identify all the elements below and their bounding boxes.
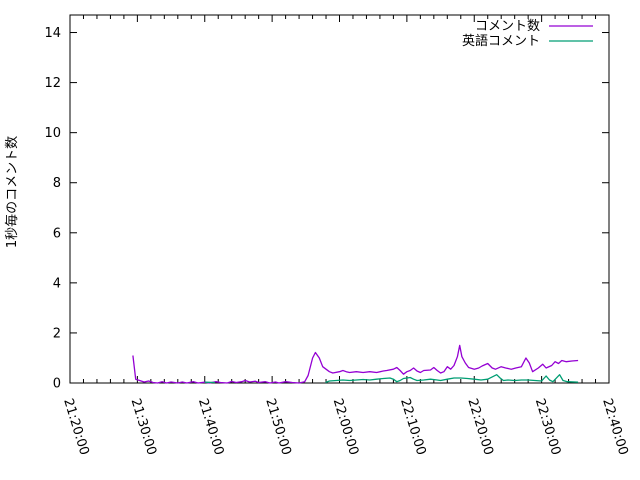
svg-text:22:00:00: 22:00:00 bbox=[330, 397, 361, 457]
svg-text:22:10:00: 22:10:00 bbox=[397, 397, 428, 457]
legend: コメント数 英語コメント bbox=[462, 19, 593, 49]
legend-label-comments: コメント数 bbox=[475, 19, 540, 34]
svg-text:21:30:00: 21:30:00 bbox=[128, 397, 159, 457]
legend-label-english-comments: 英語コメント bbox=[462, 33, 540, 49]
svg-text:0: 0 bbox=[53, 377, 61, 392]
svg-text:4: 4 bbox=[53, 276, 61, 291]
svg-text:14: 14 bbox=[44, 26, 61, 41]
svg-text:22:30:00: 22:30:00 bbox=[532, 397, 563, 457]
svg-text:22:40:00: 22:40:00 bbox=[599, 397, 630, 457]
plot-area: 0 2 4 6 8 10 12 14 21:20:00 21:30:00 21:40:00 21:50… bbox=[44, 14, 631, 457]
svg-text:6: 6 bbox=[53, 226, 61, 241]
svg-text:21:40:00: 21:40:00 bbox=[195, 397, 226, 457]
svg-text:2: 2 bbox=[53, 326, 61, 341]
svg-text:21:50:00: 21:50:00 bbox=[262, 397, 293, 457]
y-axis-title: 1秒毎のコメント数 bbox=[4, 136, 20, 248]
svg-text:12: 12 bbox=[44, 76, 61, 91]
svg-text:10: 10 bbox=[44, 126, 61, 141]
svg-text:21:20:00: 21:20:00 bbox=[60, 397, 91, 457]
svg-text:22:20:00: 22:20:00 bbox=[464, 397, 495, 457]
svg-text:8: 8 bbox=[53, 176, 61, 191]
